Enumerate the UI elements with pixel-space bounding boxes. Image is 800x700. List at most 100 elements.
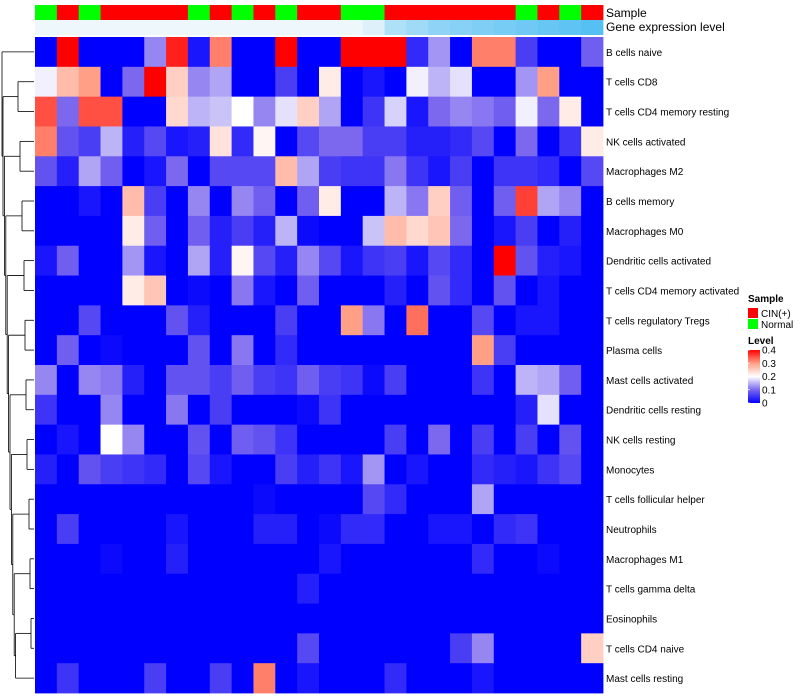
row-label: NK cells resting: [606, 436, 675, 447]
heatmap-cell: [35, 245, 58, 276]
heatmap-cell: [450, 305, 473, 336]
heatmap-cell: [122, 573, 145, 604]
heatmap-cell: [406, 96, 429, 127]
heatmap-cell: [231, 335, 254, 366]
level-tick-label: 0.4: [762, 346, 776, 357]
expression-level-cell: [537, 20, 560, 35]
heatmap-cell: [406, 37, 429, 68]
heatmap-cell: [56, 424, 80, 455]
heatmap-cell: [100, 275, 123, 306]
heatmap-cell: [275, 275, 298, 306]
heatmap-cell: [428, 543, 451, 575]
heatmap-cell: [406, 66, 429, 98]
heatmap-cell: [515, 424, 538, 455]
heatmap-cell: [122, 663, 145, 694]
heatmap-cell: [253, 215, 276, 247]
heatmap-cell: [428, 633, 451, 664]
level-legend-title: Level: [748, 336, 774, 347]
sample-annotation-cell: [144, 5, 167, 20]
heatmap-cell: [384, 37, 407, 68]
heatmap-cell: [231, 573, 254, 604]
heatmap-cell: [56, 335, 80, 366]
heatmap-cell: [231, 424, 254, 455]
heatmap-cell: [428, 603, 451, 634]
level-tick-label: 0.1: [762, 385, 776, 396]
heatmap-cell: [100, 96, 123, 127]
heatmap-cell: [275, 424, 298, 455]
heatmap-cell: [319, 573, 342, 604]
heatmap-cell: [122, 454, 145, 485]
expression-level-cell: [166, 20, 189, 35]
heatmap-cell: [515, 245, 538, 276]
heatmap-cell: [362, 96, 385, 127]
heatmap-cell: [187, 454, 211, 485]
heatmap-cell: [319, 424, 342, 455]
heatmap-cell: [56, 394, 80, 426]
heatmap-cell: [100, 186, 123, 217]
heatmap-cell: [275, 37, 298, 68]
heatmap-cell: [515, 484, 538, 515]
heatmap-cell: [450, 394, 473, 426]
heatmap-cell: [471, 126, 495, 157]
row-label: B cells memory: [606, 197, 674, 208]
heatmap-cell: [515, 96, 538, 127]
heatmap-cells: [35, 37, 604, 694]
heatmap-cell: [275, 305, 298, 336]
heatmap-cell: [581, 603, 604, 634]
row-label: T cells CD4 memory activated: [606, 286, 739, 297]
heatmap-cell: [78, 603, 101, 634]
heatmap-cell: [253, 37, 276, 68]
heatmap-cell: [537, 37, 560, 68]
heatmap-cell: [253, 543, 276, 575]
heatmap-cell: [78, 394, 101, 426]
heatmap-cell: [166, 603, 189, 634]
sample-annotation-track: [35, 5, 604, 20]
heatmap-cell: [209, 633, 233, 664]
heatmap-cell: [209, 156, 233, 187]
heatmap-cell: [384, 454, 407, 485]
heatmap-cell: [35, 335, 58, 366]
row-label: T cells CD8: [606, 78, 658, 89]
heatmap-cell: [275, 96, 298, 127]
heatmap-cell: [537, 543, 560, 575]
heatmap-cell: [35, 186, 58, 217]
expression-level-cell: [559, 20, 582, 35]
expression-level-cell: [56, 20, 80, 35]
legend-label-cin: CIN(+): [761, 309, 791, 320]
heatmap-cell: [122, 484, 145, 515]
heatmap-cell: [384, 96, 407, 127]
heatmap-cell: [231, 543, 254, 575]
heatmap-cell: [340, 573, 364, 604]
heatmap-cell: [319, 484, 342, 515]
heatmap-cell: [275, 543, 298, 575]
heatmap-cell: [581, 66, 604, 98]
heatmap-cell: [493, 424, 517, 455]
heatmap-cell: [253, 245, 276, 276]
heatmap-cell: [122, 603, 145, 634]
row-label: Plasma cells: [606, 346, 662, 357]
heatmap-cell: [166, 514, 189, 545]
expression-level-cell: [231, 20, 254, 35]
heatmap-cell: [581, 96, 604, 127]
heatmap-cell: [122, 543, 145, 575]
expression-level-cell: [35, 20, 58, 35]
row-labels: B cells naive T cells CD8 T cells CD4 memo…: [606, 48, 739, 685]
heatmap-cell: [537, 514, 560, 545]
heatmap-cell: [515, 633, 538, 664]
heatmap-cell: [144, 335, 167, 366]
sample-annotation-cell: [515, 5, 538, 20]
heatmap-cell: [384, 573, 407, 604]
heatmap-cell: [537, 573, 560, 604]
heatmap-cell: [166, 245, 189, 276]
heatmap-cell: [384, 424, 407, 455]
heatmap-cell: [559, 543, 582, 575]
heatmap-cell: [166, 37, 189, 68]
heatmap-cell: [515, 603, 538, 634]
heatmap-cell: [319, 156, 342, 187]
heatmap-cell: [100, 305, 123, 336]
heatmap-cell: [450, 633, 473, 664]
row-label: Mast cells resting: [606, 674, 683, 685]
heatmap-cell: [144, 663, 167, 694]
heatmap-cell: [471, 37, 495, 68]
